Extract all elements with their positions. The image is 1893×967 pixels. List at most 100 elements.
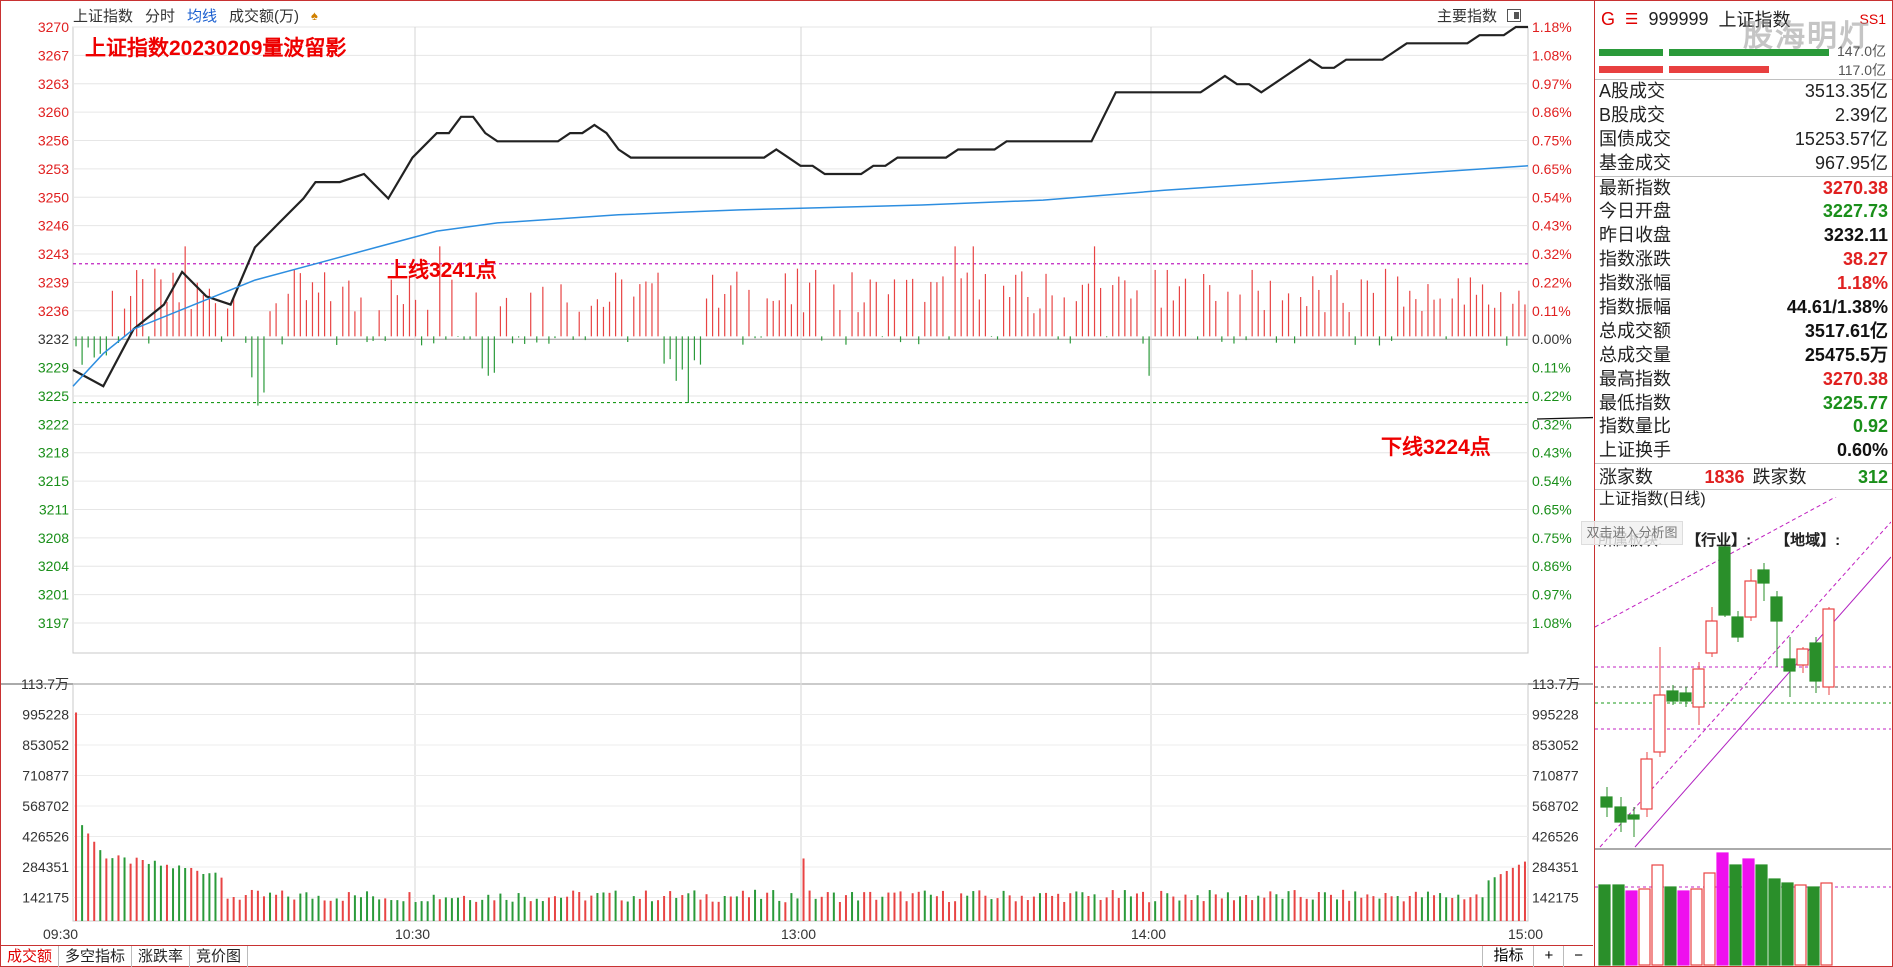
stat-key: 指数振幅 — [1599, 297, 1671, 318]
stat-row: 最高指数 3270.38 — [1595, 368, 1892, 392]
mini-volume-bar — [1742, 858, 1755, 966]
candle-body — [1770, 596, 1783, 622]
pct-tick-label: 0.00% — [1532, 331, 1572, 347]
price-tick-label: 3222 — [38, 416, 69, 432]
advance-count: 1836 — [1704, 467, 1745, 488]
region-label[interactable]: 【地域】: — [1775, 532, 1841, 549]
price-tick-label: 3267 — [38, 47, 69, 63]
green-bar-b — [1669, 49, 1829, 56]
min-price-arrow — [1536, 416, 1593, 420]
mini-volume-bar — [1625, 890, 1638, 966]
zoom-in-button[interactable]: + — [1533, 946, 1563, 967]
price-tick-label: 3232 — [38, 331, 69, 347]
stat-row: 指数量比 0.92 — [1595, 415, 1892, 439]
vol-tick-right: 142175 — [1532, 890, 1579, 906]
turnover-key: 基金成交 — [1599, 152, 1671, 173]
vol-tick-left: 113.7万 — [21, 676, 69, 692]
stat-value: 25475.5万 — [1804, 344, 1888, 365]
vol-tick-left: 568702 — [22, 798, 69, 814]
bottom-tabs: 成交额 多空指标 涨跌率 竞价图 指标 + − — [1, 945, 1593, 967]
candle-body — [1666, 690, 1679, 702]
main-indicator-label[interactable]: 主要指数 — [1437, 8, 1498, 25]
stat-row: 总成交额 3517.61亿 — [1595, 320, 1892, 344]
candle-body — [1783, 658, 1796, 672]
pct-tick-label: 0.65% — [1532, 501, 1572, 517]
fenshi-button[interactable]: 分时 — [145, 7, 176, 25]
tab-longshort[interactable]: 多空指标 — [59, 946, 133, 967]
group-badge[interactable]: G — [1601, 8, 1616, 29]
daily-kline-chart[interactable] — [1595, 497, 1891, 967]
chart-toolbar: 上证指数 分时 均线 成交额(万) ♠ — [73, 5, 318, 25]
candle-body — [1627, 814, 1640, 820]
bell-icon[interactable]: ♠ — [311, 7, 318, 23]
mini-volume-bar — [1794, 884, 1807, 966]
pct-tick-label: 0.86% — [1532, 104, 1572, 120]
tab-right-controls: 指标 + − — [1482, 946, 1593, 967]
stat-row: 今日开盘 3227.73 — [1595, 200, 1892, 224]
stat-row: 总成交量 25475.5万 — [1595, 344, 1892, 368]
turnover-row: B股成交 2.39亿 — [1595, 104, 1892, 128]
bar-value-top: 147.0亿 — [1836, 43, 1886, 59]
tab-updown-rate[interactable]: 涨跌率 — [132, 946, 191, 967]
stat-value: 3232.11 — [1823, 225, 1888, 246]
price-tick-label: 3256 — [38, 133, 69, 149]
price-tick-label: 3239 — [38, 274, 69, 290]
stat-value: 3225.77 — [1822, 392, 1888, 413]
junxian-button[interactable]: 均线 — [187, 7, 218, 25]
price-tick-label: 3204 — [38, 558, 69, 574]
stat-row: 指数涨跌 38.27 — [1595, 248, 1892, 272]
candle-body — [1822, 608, 1835, 688]
main-indicator-control[interactable]: 主要指数 — [1437, 5, 1522, 26]
candle-body — [1796, 648, 1809, 666]
mini-volume-bar — [1677, 890, 1690, 966]
vol-tick-right: 568702 — [1532, 798, 1579, 814]
pct-tick-label: 0.65% — [1532, 161, 1572, 177]
intraday-chart[interactable]: 3270 3267 3263 3260 3256 3253 3250 3246 3243 3239… — [1, 1, 1593, 945]
price-tick-label: 3211 — [39, 501, 69, 517]
red-bar-a — [1599, 66, 1663, 73]
price-line — [72, 25, 1528, 388]
price-tick-label: 3197 — [38, 615, 69, 631]
indicator-button[interactable]: 指标 — [1482, 946, 1533, 967]
price-tick-label: 3208 — [38, 530, 69, 546]
stat-key: 最低指数 — [1599, 392, 1671, 413]
decline-label: 跌家数 — [1752, 467, 1807, 488]
mini-volume-bar — [1703, 872, 1716, 966]
price-tick-label: 3225 — [38, 388, 69, 404]
volume-button[interactable]: 成交额(万) — [229, 7, 300, 25]
tab-turnover[interactable]: 成交额 — [1, 946, 60, 967]
candle-body — [1744, 580, 1757, 618]
tab-auction[interactable]: 竞价图 — [190, 946, 249, 967]
menu-icon[interactable]: ☰ — [1625, 11, 1639, 28]
vol-tick-left: 995228 — [22, 707, 69, 723]
stat-row: 最新指数 3270.38 — [1595, 177, 1892, 201]
candle-body — [1679, 692, 1692, 702]
industry-label[interactable]: 【行业】: — [1686, 532, 1752, 549]
vol-tick-right: 426526 — [1532, 829, 1579, 845]
zoom-out-button[interactable]: − — [1563, 946, 1593, 967]
pct-tick-label: 0.86% — [1532, 558, 1572, 574]
red-bar-b — [1669, 66, 1769, 73]
stat-key: 指数涨跌 — [1599, 249, 1671, 270]
stat-key: 上证换手 — [1599, 440, 1671, 461]
watermark-logo: 股海明灯 — [1743, 20, 1871, 53]
vol-tick-right: 284351 — [1532, 859, 1579, 875]
price-tick-label: 3270 — [38, 19, 69, 35]
quote-header: G ☰ 999999 上证指数 SS1 股海明灯 — [1595, 1, 1892, 54]
index-name: 上证指数 — [1718, 10, 1791, 30]
vol-tick-left: 426526 — [22, 829, 69, 845]
price-tick-label: 3250 — [38, 189, 69, 205]
candle-body — [1640, 758, 1653, 810]
pct-tick-label: 0.75% — [1532, 530, 1572, 546]
window-toggle-icon[interactable] — [1507, 9, 1522, 22]
pct-tick-label: 0.11% — [1532, 360, 1571, 376]
quote-panel: G ☰ 999999 上证指数 SS1 股海明灯 147.0亿 117.0亿 A… — [1594, 1, 1892, 967]
mini-volume-bar — [1598, 884, 1611, 966]
chart-title-annotation: 上证指数20230209量波留影 — [85, 37, 347, 60]
vol-tick-left: 284351 — [22, 859, 69, 875]
price-tick-label: 3229 — [38, 360, 69, 376]
turnover-key: B股成交 — [1599, 104, 1666, 125]
candle-body — [1692, 668, 1705, 708]
enter-analysis-button[interactable]: 双击进入分析图 — [1581, 521, 1683, 545]
